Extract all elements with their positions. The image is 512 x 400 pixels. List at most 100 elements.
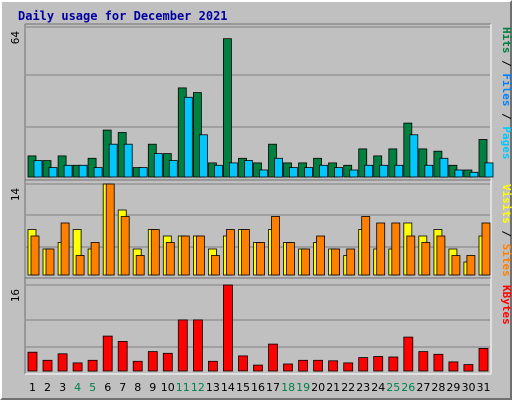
bar-sites-day-31 [481,222,491,276]
bar-sites-day-21 [331,248,341,276]
bar-pages-day-1 [33,160,43,178]
bar-kbytes-day-27 [418,351,429,372]
x-tick-label-day-29: 29 [446,381,460,394]
bar-sites-day-27 [421,242,431,276]
bar-pages-day-25 [394,164,404,178]
x-tick-label-day-2: 2 [44,381,51,394]
bar-pages-day-11 [183,96,193,178]
y-max-label: 64 [9,31,22,45]
bar-sites-day-30 [466,255,476,276]
bar-sites-day-15 [241,229,250,276]
bar-pages-day-30 [469,171,479,178]
bar-kbytes-day-3 [57,353,68,372]
label-kbytes: KBytes [500,285,512,325]
bar-sites-day-25 [391,222,401,276]
bar-sites-day-7 [120,216,130,276]
bar-pages-day-2 [48,167,58,178]
label-pages: Pages [500,126,512,159]
bar-sites-day-5 [90,242,100,276]
bar-pages-day-20 [319,164,329,178]
bar-pages-day-22 [349,169,359,178]
x-tick-label-day-1: 1 [29,381,36,394]
x-tick-label-day-27: 27 [416,381,430,394]
bar-kbytes-day-18 [283,363,293,372]
bar-sites-day-19 [301,248,311,276]
chart-panel-1: 64 Hits / Files / Pages [9,23,512,181]
x-tick-label-day-21: 21 [326,381,340,394]
bar-kbytes-day-7 [117,340,128,372]
bar-kbytes-day-22 [343,362,354,372]
bar-kbytes-day-26 [403,336,414,372]
bar-kbytes-day-28 [433,353,444,372]
bar-pages-day-28 [439,157,449,178]
series-axis-label: Hits / Files / Pages [500,27,512,160]
bar-kbytes-day-5 [87,359,98,372]
bar-pages-day-5 [93,167,103,178]
bar-sites-day-6 [105,183,115,276]
bar-kbytes-day-31 [478,347,489,372]
bar-pages-day-15 [244,160,253,178]
bar-sites-day-13 [210,255,220,276]
bar-pages-day-29 [454,169,464,178]
bar-pages-day-19 [304,167,314,178]
bar-pages-day-18 [289,167,298,178]
bar-pages-day-16 [259,169,268,178]
label-sites: Sites [500,244,512,277]
x-tick-label-day-3: 3 [59,381,66,394]
x-tick-label-day-11: 11 [176,381,190,394]
label-hits: Hits [500,27,512,54]
x-tick-label-day-15: 15 [236,381,250,394]
x-tick-label-day-12: 12 [191,381,205,394]
bar-kbytes-day-30 [463,364,474,372]
bar-kbytes-day-6 [102,335,113,372]
bar-kbytes-day-21 [328,360,339,372]
bar-hits-day-25 [388,148,398,178]
bar-kbytes-day-9 [147,351,158,372]
x-tick-label-day-31: 31 [477,381,491,394]
bar-kbytes-day-17 [268,343,278,372]
bar-sites-day-29 [451,255,461,276]
bar-kbytes-day-23 [358,357,369,372]
bar-sites-day-23 [361,216,371,276]
bar-pages-day-17 [274,157,283,178]
bar-hits-day-27 [418,148,428,178]
x-tick-label-day-9: 9 [149,381,156,394]
bar-sites-day-14 [225,229,235,276]
bar-sites-day-20 [316,235,326,276]
x-tick-label-day-24: 24 [371,381,385,394]
label-separator: / [500,224,512,244]
bar-kbytes-day-10 [162,352,173,372]
bar-pages-day-6 [108,143,118,178]
bar-sites-day-24 [376,222,386,276]
x-tick-label-day-28: 28 [431,381,445,394]
bar-kbytes-day-8 [132,360,143,372]
x-tick-label-day-5: 5 [89,381,96,394]
panel-background [25,278,491,374]
bar-kbytes-day-15 [238,355,248,372]
bar-sites-day-22 [346,248,356,276]
bar-sites-day-17 [271,216,280,276]
bar-sites-day-8 [135,255,145,276]
chart-title: Daily usage for December 2021 [18,9,228,23]
bar-kbytes-day-12 [192,319,203,372]
bar-sites-day-11 [180,235,190,276]
series-axis-label: KBytes [500,285,512,325]
x-tick-label-day-23: 23 [356,381,370,394]
bar-kbytes-day-2 [42,359,53,372]
bar-hits-day-14 [222,38,232,178]
x-tick-label-day-18: 18 [281,381,295,394]
x-tick-label-day-13: 13 [206,381,220,394]
bar-kbytes-day-16 [253,364,263,372]
x-tick-label-day-8: 8 [134,381,141,394]
bar-pages-day-21 [334,167,344,178]
x-tick-label-day-4: 4 [74,381,81,394]
y-max-label: 14 [9,188,22,202]
bar-sites-day-1 [30,235,40,276]
x-tick-label-day-16: 16 [251,381,265,394]
bar-kbytes-day-14 [222,284,233,372]
bar-pages-day-13 [213,164,223,178]
bar-pages-day-26 [409,134,419,178]
bar-sites-day-9 [150,229,160,276]
bar-kbytes-day-20 [313,359,324,372]
bar-sites-day-28 [436,235,446,276]
